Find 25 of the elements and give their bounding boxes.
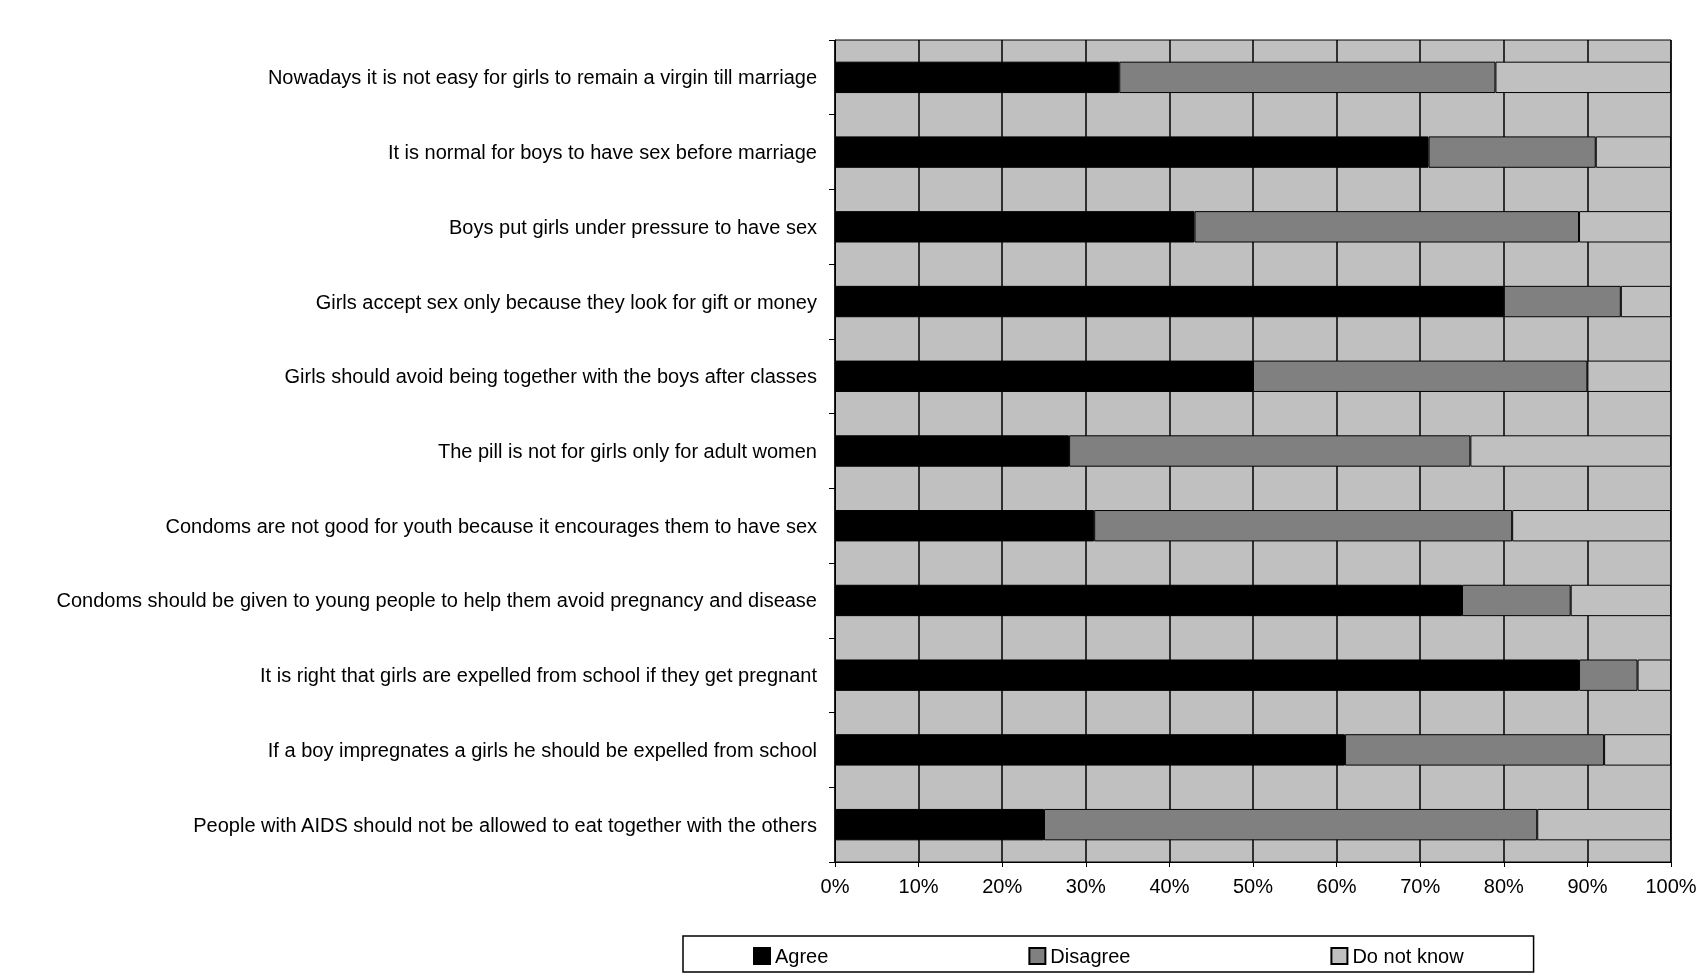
x-tick-label: 90% [1567, 875, 1608, 897]
y-tick-label: Boys put girls under pressure to have sex [449, 215, 817, 238]
legend-label: Do not know [1352, 945, 1465, 967]
legend-label: Agree [775, 945, 829, 967]
x-tick-label: 80% [1483, 875, 1525, 897]
legend-label: Disagree [1050, 945, 1131, 967]
x-tick-label: 20% [982, 875, 1023, 897]
y-tick-label: People with AIDS should not be allowed to eat together with the others [193, 813, 817, 836]
y-tick-label: It is normal for boys to have sex before marriage [387, 141, 817, 164]
x-tick-label: 0% [820, 875, 850, 897]
y-tick-label: It is right that girls are expelled from school if they get pregnant [260, 664, 818, 687]
x-tick-label: 100% [1645, 875, 1697, 897]
y-tick-label: Condoms should be given to young people to help them avoid pregnancy and disease [56, 589, 817, 612]
y-tick-label: Condoms are not good for youth because it encourages them to have sex [165, 514, 817, 537]
x-tick-label: 70% [1400, 875, 1441, 897]
y-tick-label: If a boy impregnates a girls he should be expelled from school [267, 738, 817, 761]
x-tick-label: 10% [898, 875, 939, 897]
x-tick-label: 60% [1316, 875, 1357, 897]
y-tick-label: The pill is not for girls only for adult women [437, 440, 817, 462]
y-tick-label: Girls accept sex only because they look for gift or money [315, 290, 817, 313]
x-tick-label: 30% [1065, 875, 1107, 897]
x-tick-label: 50% [1232, 875, 1274, 897]
y-tick-label: Girls should avoid being together with the boys after classes [284, 365, 817, 388]
x-tick-label: 40% [1149, 875, 1190, 897]
y-tick-label: Nowadays it is not easy for girls to remain a virgin till marriage [267, 66, 817, 89]
